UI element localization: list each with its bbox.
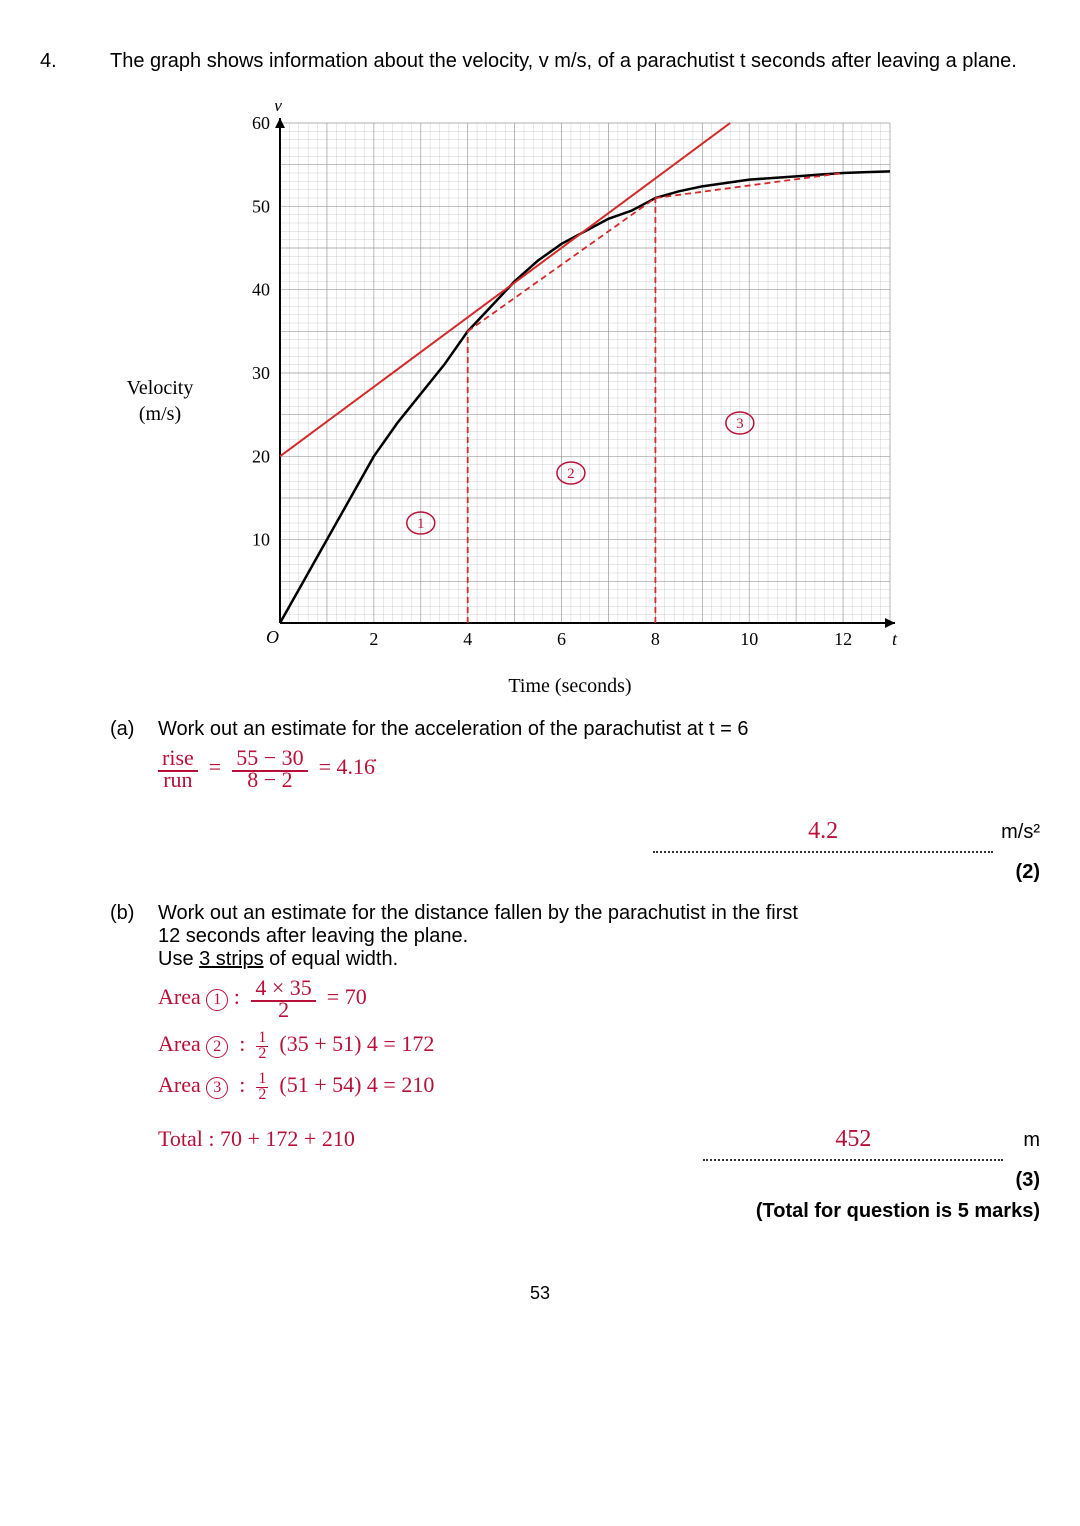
question-number: 4. [40,50,80,1223]
svg-text:O: O [266,627,279,647]
part-b-text1: Work out an estimate for the distance fa… [158,902,1040,925]
part-a-body: Work out an estimate for the acceleratio… [158,718,1040,884]
svg-text:20: 20 [252,446,270,466]
part-b: (b) Work out an estimate for the distanc… [110,902,1040,1223]
x-axis-label: Time (seconds) [230,675,910,698]
part-b-answer: 452 [703,1121,1003,1161]
svg-text:t: t [892,629,898,649]
part-b-unit: m [1023,1129,1040,1152]
run-word: run [159,767,196,792]
svg-text:60: 60 [252,113,270,133]
part-b-text3: Use 3 strips of equal width. [158,948,1040,971]
circle-1: 1 [206,989,228,1011]
y-axis-label: Velocity (m/s) [110,375,210,427]
question-body: The graph shows information about the ve… [110,50,1040,1223]
part-a-result: = 4.16̇ [319,754,375,779]
part-b-body: Work out an estimate for the distance fa… [158,902,1040,1223]
page-number: 53 [40,1283,1040,1304]
part-a-unit: m/s² [1001,821,1040,844]
question-row: 4. The graph shows information about the… [40,50,1040,1223]
part-b-text2: 12 seconds after leaving the plane. [158,925,1040,948]
svg-text:30: 30 [252,363,270,383]
part-a: (a) Work out an estimate for the acceler… [110,718,1040,884]
y-label-1: Velocity [127,377,194,399]
svg-text:6: 6 [557,629,566,649]
part-a-marks: (2) [158,861,1040,884]
part-b-label: (b) [110,902,140,1223]
part-b-work3: Area 3 : 12 (51 + 54) 4 = 210 [158,1068,1040,1103]
part-a-label: (a) [110,718,140,884]
svg-text:50: 50 [252,196,270,216]
run-calc: 8 − 2 [243,767,296,792]
y-label-2: (m/s) [139,403,181,425]
part-a-working: rise run = 55 − 30 8 − 2 = 4.16̇ [158,747,1040,791]
svg-text:12: 12 [834,629,852,649]
svg-text:1: 1 [417,516,425,532]
part-b-work2: Area 2 : 12 (35 + 51) 4 = 172 [158,1027,1040,1062]
velocity-chart: 24681012102030405060Ovt123 [230,103,910,663]
svg-text:v: v [274,103,282,115]
chart-area: 24681012102030405060Ovt123 Time (seconds… [230,103,910,698]
part-a-text: Work out an estimate for the acceleratio… [158,718,1040,741]
part-a-answer: 4.2 [653,813,993,853]
circle-3: 3 [206,1077,228,1099]
question-text: The graph shows information about the ve… [110,50,1040,73]
svg-text:8: 8 [651,629,660,649]
total-marks: (Total for question is 5 marks) [158,1200,1040,1223]
part-b-work1: Area 1 : 4 × 35 2 = 70 [158,977,1040,1021]
part-b-total: Total : 70 + 172 + 210 [158,1122,683,1155]
part-a-answer-line: 4.2 m/s² [158,807,1040,859]
svg-text:2: 2 [567,466,575,482]
part-b-marks: (3) [158,1169,1040,1192]
svg-text:3: 3 [736,416,744,432]
svg-text:2: 2 [369,629,378,649]
svg-text:40: 40 [252,280,270,300]
svg-text:4: 4 [463,629,472,649]
circle-2: 2 [206,1036,228,1058]
chart-wrapper: Velocity (m/s) 24681012102030405060Ovt12… [110,103,1040,698]
svg-text:10: 10 [252,530,270,550]
svg-text:10: 10 [740,629,758,649]
